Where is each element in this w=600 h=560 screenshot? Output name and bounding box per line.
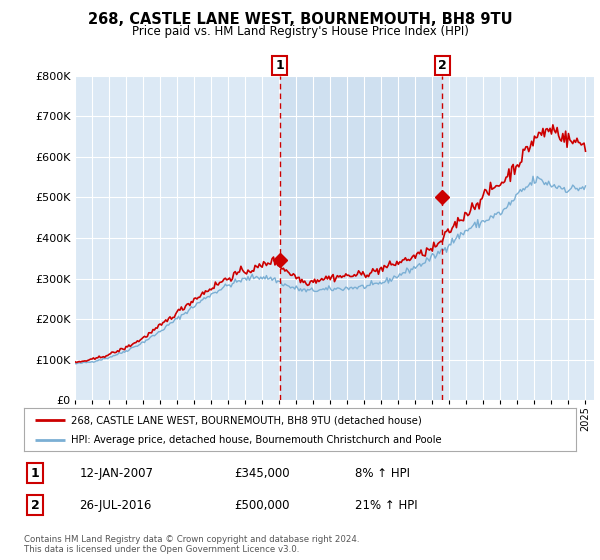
Text: 21% ↑ HPI: 21% ↑ HPI	[355, 498, 418, 512]
Bar	[280, 76, 442, 400]
Text: £500,000: £500,000	[234, 498, 289, 512]
Text: Price paid vs. HM Land Registry's House Price Index (HPI): Price paid vs. HM Land Registry's House …	[131, 25, 469, 38]
Text: 2: 2	[31, 498, 40, 512]
Text: £345,000: £345,000	[234, 467, 289, 480]
Text: 268, CASTLE LANE WEST, BOURNEMOUTH, BH8 9TU: 268, CASTLE LANE WEST, BOURNEMOUTH, BH8 …	[88, 12, 512, 27]
Text: HPI: Average price, detached house, Bournemouth Christchurch and Poole: HPI: Average price, detached house, Bour…	[71, 435, 442, 445]
Text: 268, CASTLE LANE WEST, BOURNEMOUTH, BH8 9TU (detached house): 268, CASTLE LANE WEST, BOURNEMOUTH, BH8 …	[71, 415, 422, 425]
Text: Contains HM Land Registry data © Crown copyright and database right 2024.
This d: Contains HM Land Registry data © Crown c…	[24, 535, 359, 554]
Text: 1: 1	[31, 467, 40, 480]
Text: 12-JAN-2007: 12-JAN-2007	[79, 467, 153, 480]
Text: 8% ↑ HPI: 8% ↑ HPI	[355, 467, 410, 480]
Text: 1: 1	[275, 59, 284, 72]
Text: 26-JUL-2016: 26-JUL-2016	[79, 498, 152, 512]
Text: 2: 2	[438, 59, 446, 72]
